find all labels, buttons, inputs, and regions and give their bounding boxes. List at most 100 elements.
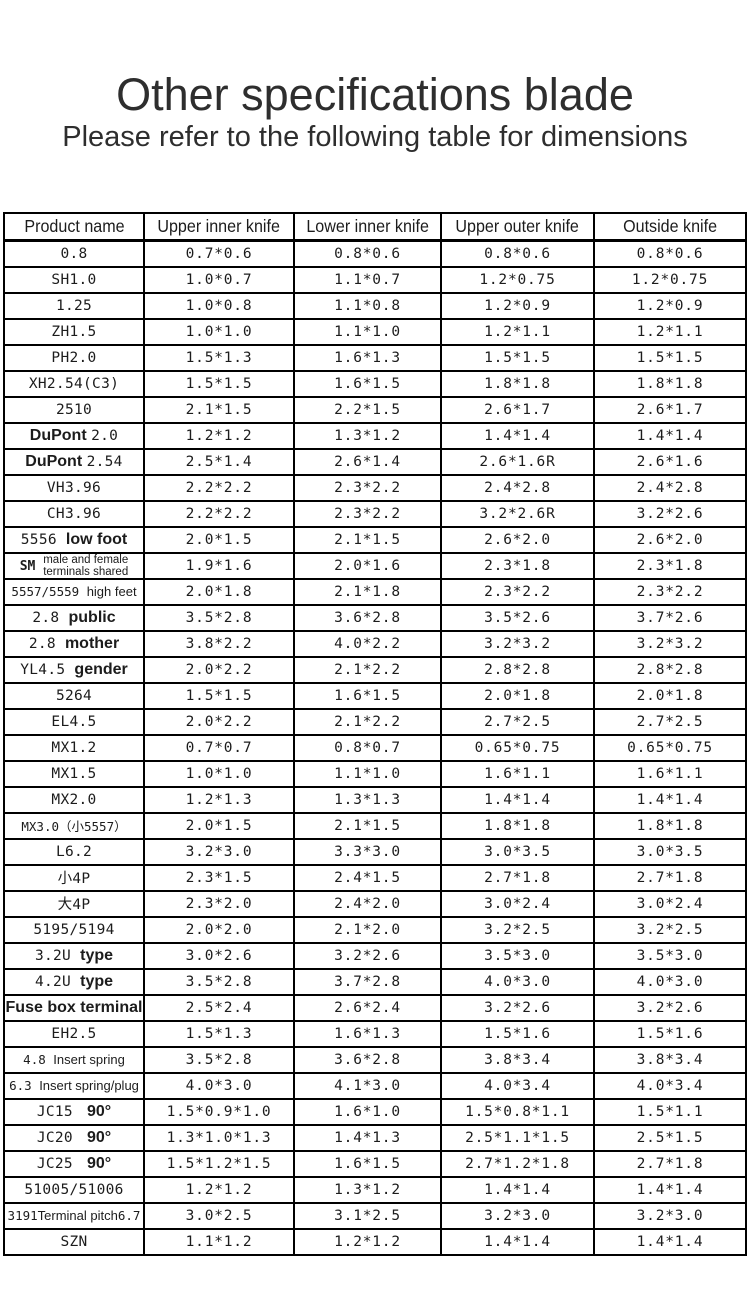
product-name-segment: Fuse box terminal bbox=[5, 998, 143, 1016]
knife-size-cell: 2.4*2.8 bbox=[593, 473, 747, 502]
column-header-outside-knife: Outside knife bbox=[593, 211, 747, 242]
table-row: EL4.5 2.0*2.2 2.1*2.2 2.7*2.5 2.7*2.5 bbox=[3, 707, 747, 736]
column-header-product-name: Product name bbox=[3, 211, 145, 242]
product-name-segment: EL4.5 bbox=[51, 713, 97, 730]
product-name-segment: 6.7 bbox=[117, 1207, 141, 1223]
knife-size-cell: 1.8*1.8 bbox=[593, 369, 747, 398]
knife-size-cell: 2.6*2.0 bbox=[593, 525, 747, 554]
knife-size-cell: 1.6*1.3 bbox=[293, 1019, 442, 1048]
table-row: SM male and female terminals shared 1.9*1… bbox=[3, 551, 747, 580]
product-name-segment: Terminal pitch bbox=[37, 1207, 118, 1223]
table-row: CH3.96 2.2*2.2 2.3*2.2 3.2*2.6R 3.2*2.6 bbox=[3, 499, 747, 528]
table-row: DuPont 2.54 2.5*1.4 2.6*1.4 2.6*1.6R 2.6*1.6 bbox=[3, 447, 747, 476]
product-name-cell: 1.25 bbox=[3, 291, 145, 320]
table-row: MX1.5 1.0*1.0 1.1*1.0 1.6*1.1 1.6*1.1 bbox=[3, 759, 747, 788]
knife-size-cell: 1.6*1.5 bbox=[293, 369, 442, 398]
knife-size-cell: 3.3*3.0 bbox=[293, 837, 442, 866]
knife-size-cell: 2.6*1.6 bbox=[593, 447, 747, 476]
knife-size-cell: 4.0*3.0 bbox=[593, 967, 747, 996]
table-row: 4.8 Insert spring 3.5*2.8 3.6*2.8 3.8*3.4 3.… bbox=[3, 1045, 747, 1074]
knife-size-cell: 2.6*1.7 bbox=[593, 395, 747, 424]
product-name-cell: JC25 90° bbox=[3, 1149, 145, 1178]
product-name-segment: type bbox=[80, 946, 114, 964]
knife-size-cell: 1.6*1.3 bbox=[293, 343, 442, 372]
product-name-segment: gender bbox=[74, 660, 128, 678]
knife-size-cell: 4.0*3.0 bbox=[440, 967, 595, 996]
product-name-segment: 4.2U bbox=[34, 973, 81, 990]
table-row: EH2.5 1.5*1.3 1.6*1.3 1.5*1.6 1.5*1.6 bbox=[3, 1019, 747, 1048]
knife-size-cell: 1.2*0.75 bbox=[593, 265, 747, 294]
table-row: JC25 90° 1.5*1.2*1.5 1.6*1.5 2.7*1.2*1.8 2.7*… bbox=[3, 1149, 747, 1178]
knife-size-cell: 2.3*2.2 bbox=[440, 577, 595, 606]
column-header-lower-inner-knife: Lower inner knife bbox=[293, 211, 442, 242]
table-row: JC15 90° 1.5*0.9*1.0 1.6*1.0 1.5*0.8*1.1 1.5*… bbox=[3, 1097, 747, 1126]
product-name-cell: 2.8 mother bbox=[3, 629, 145, 658]
knife-size-cell: 3.2*2.6R bbox=[440, 499, 595, 528]
product-name-cell: 5264 bbox=[3, 681, 145, 710]
table-row: 0.8 0.7*0.6 0.8*0.6 0.8*0.6 0.8*0.6 bbox=[3, 239, 747, 268]
product-name-cell: MX2.0 bbox=[3, 785, 145, 814]
product-name-segment: 3191 bbox=[7, 1207, 38, 1223]
table-row: 5557/5559 high feet 2.0*1.8 2.1*1.8 2.3*2.2… bbox=[3, 577, 747, 606]
product-name-cell: MX1.5 bbox=[3, 759, 145, 788]
knife-size-cell: 1.5*1.6 bbox=[440, 1019, 595, 1048]
knife-size-cell: 2.0*1.8 bbox=[143, 577, 295, 606]
knife-size-cell: 2.4*2.8 bbox=[440, 473, 595, 502]
knife-size-cell: 3.5*3.0 bbox=[593, 941, 747, 970]
knife-size-cell: 3.0*2.4 bbox=[440, 889, 595, 918]
knife-size-cell: 1.9*1.6 bbox=[143, 551, 295, 580]
knife-size-cell: 2.0*1.6 bbox=[293, 551, 442, 580]
knife-size-cell: 1.4*1.4 bbox=[593, 785, 747, 814]
table-row: 3191Terminal pitch6.7 3.0*2.5 3.1*2.5 3.2*3… bbox=[3, 1201, 747, 1230]
knife-size-cell: 3.2*2.6 bbox=[293, 941, 442, 970]
knife-size-cell: 1.5*1.3 bbox=[143, 343, 295, 372]
knife-size-cell: 1.6*1.1 bbox=[440, 759, 595, 788]
product-name-segment: L6.2 bbox=[55, 843, 93, 860]
knife-size-cell: 3.5*2.8 bbox=[143, 967, 295, 996]
product-name-segment: EH2.5 bbox=[51, 1025, 97, 1042]
product-name-cell: SZN bbox=[3, 1227, 145, 1256]
knife-size-cell: 2.7*1.8 bbox=[440, 863, 595, 892]
knife-size-cell: 1.1*0.8 bbox=[293, 291, 442, 320]
knife-size-cell: 2.0*1.8 bbox=[440, 681, 595, 710]
knife-size-cell: 1.6*1.0 bbox=[293, 1097, 442, 1126]
knife-size-cell: 2.6*2.4 bbox=[293, 993, 442, 1022]
knife-size-cell: 3.8*3.4 bbox=[440, 1045, 595, 1074]
knife-size-cell: 1.5*1.5 bbox=[143, 681, 295, 710]
knife-size-cell: 2.4*1.5 bbox=[293, 863, 442, 892]
table-row: XH2.54(C3) 1.5*1.5 1.6*1.5 1.8*1.8 1.8*1.8 bbox=[3, 369, 747, 398]
knife-size-cell: 2.3*2.2 bbox=[293, 473, 442, 502]
product-name-segment: 2.0 bbox=[91, 427, 119, 444]
product-name-segment: low foot bbox=[65, 530, 128, 548]
knife-size-cell: 1.2*0.9 bbox=[593, 291, 747, 320]
knife-size-cell: 1.5*1.2*1.5 bbox=[143, 1149, 295, 1178]
knife-size-cell: 2.2*2.2 bbox=[143, 499, 295, 528]
knife-size-cell: 2.7*2.5 bbox=[440, 707, 595, 736]
knife-size-cell: 2.4*2.0 bbox=[293, 889, 442, 918]
product-name-segment: male and female terminals shared bbox=[43, 553, 129, 578]
product-name-cell: DuPont 2.54 bbox=[3, 447, 145, 476]
knife-size-cell: 2.0*1.8 bbox=[593, 681, 747, 710]
table-row: 2.8 mother 3.8*2.2 4.0*2.2 3.2*3.2 3.2*3.2 bbox=[3, 629, 747, 658]
knife-size-cell: 3.1*2.5 bbox=[293, 1201, 442, 1230]
knife-size-cell: 3.0*2.6 bbox=[143, 941, 295, 970]
knife-size-cell: 2.0*2.0 bbox=[143, 915, 295, 944]
table-row: 1.25 1.0*0.8 1.1*0.8 1.2*0.9 1.2*0.9 bbox=[3, 291, 747, 320]
product-name-cell: ZH1.5 bbox=[3, 317, 145, 346]
product-name-cell: 51005/51006 bbox=[3, 1175, 145, 1204]
product-name-cell: XH2.54(C3) bbox=[3, 369, 145, 398]
table-row: VH3.96 2.2*2.2 2.3*2.2 2.4*2.8 2.4*2.8 bbox=[3, 473, 747, 502]
product-name-segment: MX2.0 bbox=[51, 791, 97, 808]
knife-size-cell: 3.7*2.6 bbox=[593, 603, 747, 632]
knife-size-cell: 0.7*0.6 bbox=[143, 239, 295, 268]
column-header-label: Upper outer knife bbox=[455, 215, 580, 236]
knife-size-cell: 1.2*1.1 bbox=[440, 317, 595, 346]
knife-size-cell: 0.65*0.75 bbox=[593, 733, 747, 762]
product-name-cell: 0.8 bbox=[3, 239, 145, 268]
knife-size-cell: 3.2*2.6 bbox=[593, 499, 747, 528]
product-name-segment: 2.54 bbox=[86, 453, 123, 470]
knife-size-cell: 2.6*1.6R bbox=[440, 447, 595, 476]
knife-size-cell: 2.2*2.2 bbox=[143, 473, 295, 502]
product-name-segment: 大4P bbox=[57, 897, 91, 914]
table-row: SH1.0 1.0*0.7 1.1*0.7 1.2*0.75 1.2*0.75 bbox=[3, 265, 747, 294]
